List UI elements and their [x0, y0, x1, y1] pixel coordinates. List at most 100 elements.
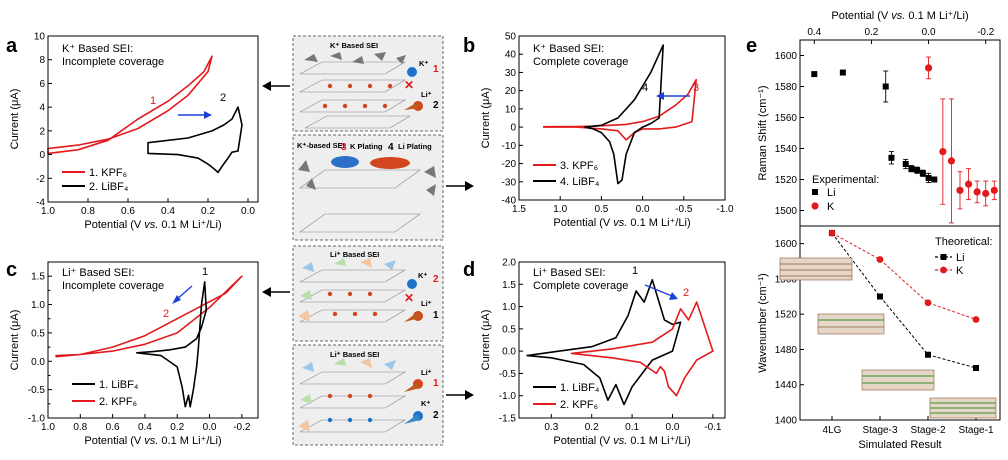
legend-b-entry-1: 3. KPF₆: [560, 160, 598, 172]
panel-b-curve-label-4: 4: [642, 82, 648, 94]
legend-e1-li: Li: [827, 187, 836, 199]
y-tick-label-e1-5: 1600: [775, 51, 798, 62]
plot-frame-e2: [799, 225, 1001, 421]
point-e2-k-1: [876, 256, 884, 263]
point-e1-li-1: [839, 69, 846, 76]
panel-letter-c: c: [6, 259, 17, 281]
y-tick-label-c-0: -1.0: [28, 414, 46, 425]
graphene-sheets-1: [299, 61, 412, 129]
panel-d-title-2: Complete coverage: [533, 280, 628, 292]
series-d-1: [526, 279, 682, 406]
box1-ion-label-1: K⁺: [419, 59, 428, 68]
x-tick-label-c-5: 0.0: [203, 422, 217, 433]
chart-panel-e-raman: 0.4 0.2 0.0 -0.2 1500 1520 1540 1560 1580 1600 Pot…: [757, 10, 1001, 227]
y-tick-label-b-7: 30: [505, 68, 517, 79]
blocked-cross-icon-3: ✕: [404, 291, 414, 305]
blocked-cross-icon: ✕: [404, 78, 414, 92]
y-tick-label-b-3: -10: [502, 141, 517, 152]
y-axis-label-e2: Wavenumber (cm⁻¹): [757, 273, 769, 373]
panel-letter-e: e: [746, 35, 757, 57]
y-tick-label-d-1: -1.0: [499, 391, 517, 402]
panel-letter-b: b: [463, 35, 475, 57]
y-axis-label-a: Current (μA): [9, 89, 21, 150]
schematic-box-4-title: Li⁺ Based SEI: [330, 350, 379, 359]
legend-d-entry-2: 2. KPF₆: [560, 399, 598, 411]
y-tick-label-b-1: -30: [502, 177, 517, 188]
legend-c: 1. LiBF₄ 2. KPF₆: [72, 379, 139, 408]
panel-b-curve-label-3: 3: [693, 82, 699, 94]
point-e2-k-3: [972, 316, 980, 323]
top-x-axis-label-e1: Potential (V vs. 0.1 M Li⁺/Li): [831, 10, 968, 22]
x-tick-label-d-0: 0.3: [544, 422, 558, 433]
point-e1-li-7: [919, 170, 926, 177]
y-tick-label-e1-3: 1560: [775, 113, 798, 124]
y-tick-label-e2-5: 1600: [775, 239, 798, 250]
x-tick-label-e2-0: 4LG: [823, 425, 842, 436]
y-tick-label-d-3: 0.0: [502, 347, 516, 358]
y-axis-label-d: Current (μA): [480, 310, 492, 371]
x-tick-label-a-0: 1.0: [41, 206, 55, 217]
legend-e1-title: Experimental:: [812, 174, 879, 186]
x-tick-label-e1-0: 0.4: [807, 27, 821, 38]
point-e2-li-2: [925, 351, 931, 358]
x-tick-label-c-2: 0.6: [106, 422, 120, 433]
panel-letter-d: d: [463, 259, 475, 281]
y-tick-label-c-6: 0.5: [31, 328, 45, 339]
arrow-right-icon-2: [446, 390, 474, 400]
stage-illustration-4lg: [779, 257, 853, 281]
x-axis-label-e2: Simulated Result: [858, 439, 941, 451]
sei-flakes-3: [298, 258, 396, 322]
li-ions-in-layers-4: [327, 393, 373, 399]
y-tick-label-c-4: 0.0: [31, 357, 45, 368]
legend-e2-k: K: [956, 265, 964, 277]
box3-num-1: 1: [433, 310, 439, 321]
box2-li-plating: Li Plating: [398, 142, 432, 151]
x-tick-label-e2-2: Stage-2: [910, 425, 945, 436]
point-e1-li-8: [925, 174, 932, 181]
insertion-arrow-icon-4b: [404, 414, 420, 424]
x-tick-label-e1-2: 0.0: [922, 27, 936, 38]
x-axis-label-b: Potential (V vs. 0.1 M Li⁺/Li): [553, 217, 690, 229]
y-tick-label-e1-4: 1580: [775, 82, 798, 93]
y-tick-label-e2-0: 1400: [775, 416, 798, 427]
panel-c-curve-label-1: 1: [202, 266, 208, 278]
panel-a-curve-label-2: 2: [220, 92, 226, 104]
stage-illustration-stage2: [861, 369, 935, 391]
y-tick-label-b-2: -20: [502, 159, 517, 170]
x-tick-label-e2-1: Stage-3: [862, 425, 897, 436]
y-tick-label-b-5: 10: [505, 104, 517, 115]
point-e2-k-2: [924, 299, 932, 307]
insertion-arrow-icon-4a: [404, 382, 420, 392]
box4-num-2: 2: [433, 410, 439, 421]
y-tick-label-a-0: -4: [36, 198, 45, 209]
x-tick-label-d-1: 0.2: [585, 422, 599, 433]
li-plating-blob: [370, 157, 410, 169]
box1-num-1: 1: [433, 64, 439, 75]
y-tick-label-a-3: 2: [39, 126, 45, 137]
y-tick-label-b-4: 0: [510, 123, 516, 134]
y-tick-label-d-2: -0.5: [499, 369, 517, 380]
blue-arrow-d: [644, 284, 678, 300]
x-tick-label-b-0: 1.5: [512, 204, 526, 215]
point-e1-k-3: [956, 186, 964, 194]
blue-arrow-c: [172, 285, 193, 304]
point-e1-li-4: [902, 161, 909, 167]
y-tick-label-b-6: 20: [505, 86, 517, 97]
x-tick-label-c-1: 0.8: [73, 422, 87, 433]
chart-panel-e-simulated: 4LG Stage-3 Stage-2 Stage-1 1400 1440 1480 1520…: [757, 225, 1001, 451]
schematic-box-2: [292, 134, 444, 241]
stage-illustration-stage3: [817, 313, 885, 335]
y-tick-label-b-8: 40: [505, 50, 517, 61]
y-tick-label-e2-3: 1520: [775, 310, 798, 321]
line-e2-k: [831, 232, 977, 320]
line-e2-li: [831, 232, 977, 369]
y-axis-label-e1: Raman Shift (cm⁻¹): [757, 85, 769, 180]
x-tick-label-a-4: 0.2: [201, 206, 215, 217]
box2-num-3: 3: [341, 142, 347, 153]
schematic-box-1-title: K⁺ Based SEI: [330, 41, 378, 50]
panel-b-title-1: K⁺ Based SEI:: [533, 43, 604, 55]
point-e2-li-3: [973, 364, 979, 371]
point-e1-li-5: [908, 165, 915, 172]
insertion-arrow-icon-3: [404, 312, 420, 322]
k-ion-icon: [407, 67, 417, 77]
